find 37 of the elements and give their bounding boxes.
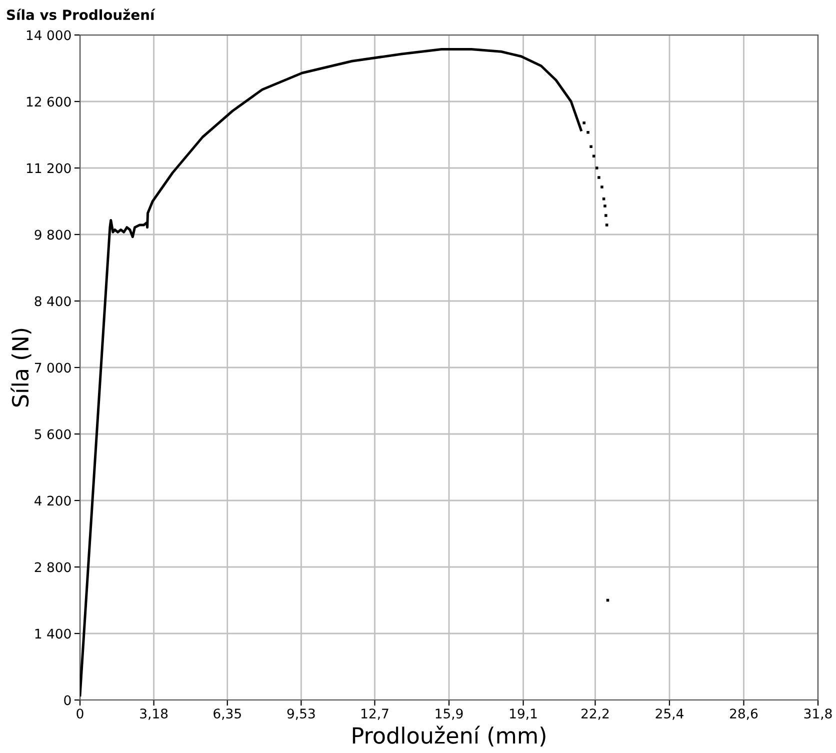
point — [605, 224, 608, 226]
y-tick-label: 14 000 — [26, 30, 71, 40]
y-tick-label: 2 800 — [34, 562, 71, 572]
x-tick-label: 31,8 — [804, 708, 832, 720]
point — [600, 186, 604, 188]
line-series — [80, 48, 582, 696]
chart-title: Síla vs Prodloužení — [6, 8, 156, 20]
x-tick-label: 3,18 — [140, 708, 168, 720]
point — [590, 145, 592, 148]
x-tick-label: 22,2 — [581, 708, 609, 720]
x-tick-label: 25,4 — [656, 708, 684, 720]
point — [604, 214, 608, 217]
x-tick-label: 6,35 — [214, 708, 241, 720]
y-tick-label: 9 800 — [34, 230, 71, 240]
x-tick-label: 15,9 — [436, 708, 463, 720]
y-tick-label: 11 200 — [26, 163, 71, 174]
point — [595, 166, 598, 170]
x-tick-label: 28,6 — [730, 708, 758, 720]
x-tick-label: 9,53 — [287, 708, 315, 720]
y-tick-label: 0 — [64, 695, 71, 706]
y-tick-label: 8 400 — [34, 296, 71, 306]
x-tick-label: 0 — [76, 708, 84, 719]
x-tick-label: 12,7 — [361, 708, 388, 720]
point — [592, 154, 596, 158]
y-tick-label: 1 400 — [35, 628, 71, 639]
x-tick-label: 19,1 — [510, 708, 537, 720]
y-tick-label: 4 200 — [34, 496, 71, 506]
point — [582, 121, 586, 124]
y-tick-label: 12 600 — [26, 96, 71, 107]
y-axis-title: Síla (N) — [10, 328, 32, 407]
point — [586, 130, 590, 134]
point — [602, 197, 606, 200]
point — [604, 204, 606, 208]
point — [598, 176, 600, 179]
y-tick-label: 5 600 — [34, 429, 71, 440]
x-axis-title: Prodloužení (mm) — [352, 726, 546, 746]
y-tick-label: 7 000 — [34, 362, 71, 373]
